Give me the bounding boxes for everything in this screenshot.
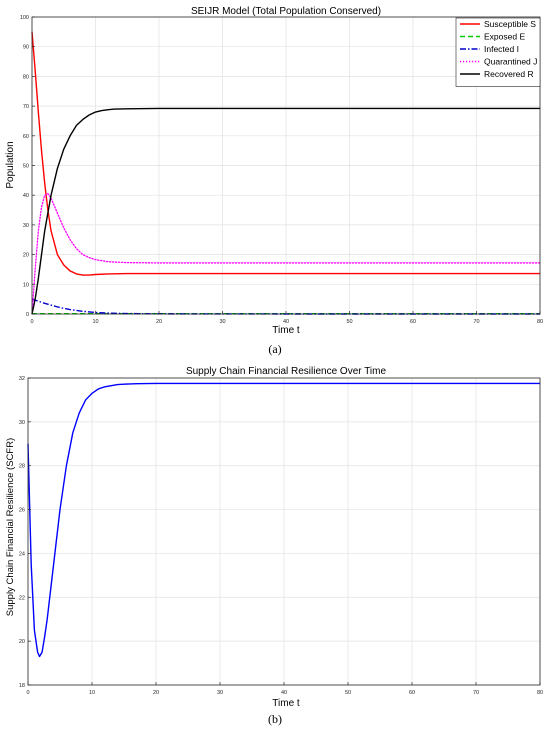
caption-a: (a) [268,342,282,356]
x-tick-label: 10 [92,319,98,325]
legend-label: Exposed E [484,32,525,42]
legend-label: Recovered R [484,69,534,79]
x-tick-label: 30 [219,319,225,325]
y-tick-label: 20 [19,639,25,645]
series-line [27,382,540,658]
chart-title: SEIJR Model (Total Population Conserved) [191,6,381,17]
x-axis-label: Time t [272,698,300,709]
x-tick-label: 40 [281,690,287,696]
series-line [31,193,541,315]
y-tick-label: 30 [19,420,25,426]
y-axis-label: Population [5,141,16,188]
legend-box [455,17,541,87]
y-tick-label: 24 [19,551,25,557]
x-tick-label: 10 [89,690,95,696]
x-tick-label: 20 [156,319,162,325]
y-tick-label: 70 [23,104,29,110]
y-tick-label: 90 [23,45,29,51]
y-tick-label: 50 [23,164,29,170]
x-tick-label: 50 [345,690,351,696]
y-tick-label: 0 [26,312,29,318]
scfr-chart: Supply Chain Financial Resilience Over T… [5,366,543,709]
y-tick-label: 10 [23,282,29,288]
x-tick-label: 30 [217,690,223,696]
x-tick-label: 50 [346,319,352,325]
x-tick-label: 20 [153,690,159,696]
x-tick-label: 60 [409,690,415,696]
y-tick-label: 32 [19,376,25,382]
x-tick-label: 0 [26,690,29,696]
x-axis-label: Time t [272,325,300,335]
y-tick-label: 40 [23,193,29,199]
y-tick-label: 80 [23,74,29,80]
y-tick-label: 22 [19,595,25,601]
y-tick-label: 20 [23,253,29,259]
y-tick-label: 26 [19,508,25,514]
x-tick-label: 0 [30,319,33,325]
legend-label: Quarantined J [484,57,537,67]
y-tick-label: 60 [23,134,29,140]
legend-label: Susceptible S [484,19,536,29]
y-tick-label: 30 [23,223,29,229]
x-tick-label: 80 [537,690,543,696]
series-line [31,31,540,276]
y-tick-label: 28 [19,464,25,470]
x-tick-label: 70 [473,690,479,696]
chart-title: Supply Chain Financial Resilience Over T… [186,366,387,377]
x-tick-label: 70 [473,319,479,325]
series-line [31,107,540,315]
legend-label: Infected I [484,44,519,54]
seijr-chart: SEIJR Model (Total Population Conserved)… [5,6,543,335]
y-tick-label: 18 [19,683,25,689]
y-tick-label: 100 [20,15,29,21]
legend: Susceptible S Exposed E Infected I Quaranti… [455,17,541,87]
x-tick-label: 80 [537,319,543,325]
x-tick-label: 40 [283,319,289,325]
y-axis-label: Supply Chain Financial Resilience (SCFR) [5,438,16,616]
x-tick-label: 60 [410,319,416,325]
caption-b: (b) [268,712,282,726]
